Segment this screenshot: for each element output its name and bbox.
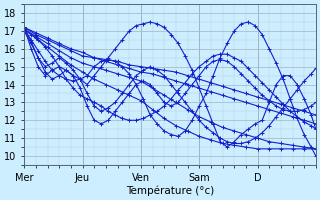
X-axis label: Température (°c): Température (°c) — [126, 185, 214, 196]
